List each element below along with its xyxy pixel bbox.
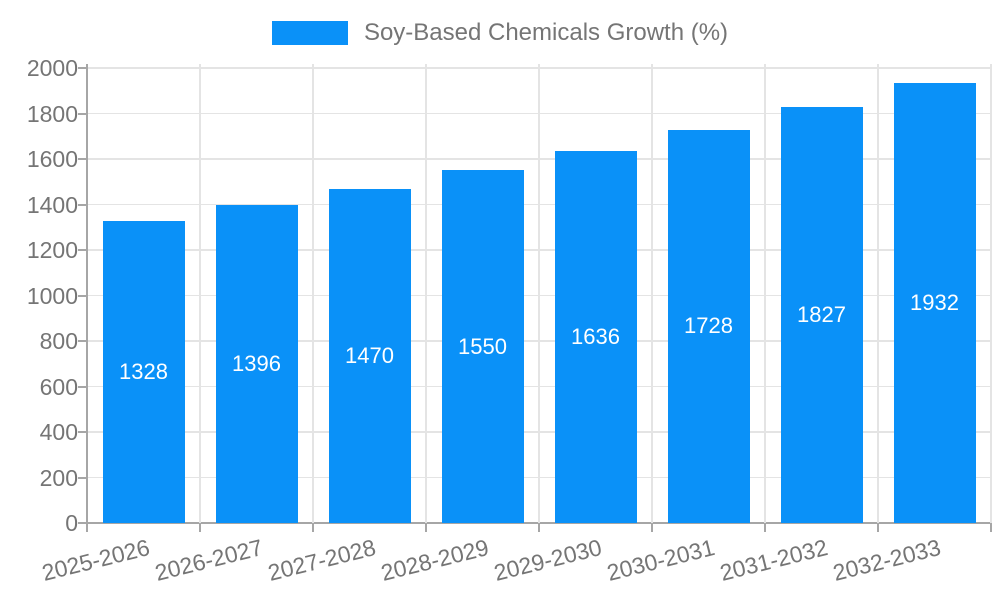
- bar: [215, 205, 298, 523]
- y-axis-label: 0: [65, 510, 78, 536]
- x-tick: [538, 523, 540, 532]
- v-gridline: [538, 64, 540, 523]
- bar-value-label: 1932: [910, 290, 959, 316]
- x-tick: [764, 523, 766, 532]
- bar-value-label: 1827: [797, 302, 846, 328]
- y-tick: [78, 158, 87, 160]
- x-tick: [199, 523, 201, 532]
- bar-value-label: 1328: [119, 358, 168, 384]
- x-tick: [425, 523, 427, 532]
- bar-value-label: 1396: [232, 351, 281, 377]
- x-tick: [312, 523, 314, 532]
- y-tick: [78, 522, 87, 524]
- bar: [780, 107, 863, 523]
- legend[interactable]: Soy-Based Chemicals Growth (%): [0, 20, 1000, 46]
- y-tick: [78, 340, 87, 342]
- y-tick: [78, 112, 87, 115]
- y-axis-label: 1400: [26, 191, 78, 218]
- x-tick: [877, 523, 879, 532]
- v-gridline: [312, 64, 314, 523]
- y-tick: [78, 385, 87, 388]
- bar-value-label: 1728: [684, 313, 733, 339]
- bar: [102, 220, 185, 523]
- bar-value-label: 1550: [458, 333, 507, 359]
- y-axis-label: 1800: [26, 100, 78, 127]
- y-tick: [78, 249, 87, 251]
- bar: [328, 188, 411, 523]
- x-tick: [86, 523, 88, 532]
- y-tick: [78, 67, 87, 69]
- y-axis-line: [86, 64, 88, 523]
- y-tick: [78, 431, 87, 433]
- y-axis-label: 1200: [26, 237, 78, 263]
- bar: [554, 150, 637, 523]
- bar: [893, 83, 976, 523]
- v-gridline: [199, 64, 201, 523]
- y-tick: [78, 476, 87, 479]
- x-tick: [990, 523, 992, 532]
- y-tick: [78, 294, 87, 297]
- y-axis-label: 2000: [26, 55, 78, 81]
- y-axis-label: 200: [39, 464, 78, 491]
- y-axis-label: 800: [39, 328, 78, 354]
- y-axis-label: 400: [39, 419, 78, 445]
- v-gridline: [651, 64, 653, 523]
- v-gridline: [990, 64, 992, 523]
- legend-label: Soy-Based Chemicals Growth (%): [363, 19, 729, 46]
- y-axis-label: 1000: [26, 282, 78, 309]
- x-tick: [651, 523, 653, 532]
- legend-swatch: [271, 21, 348, 45]
- y-axis-label: 600: [39, 373, 78, 400]
- bar: [667, 129, 750, 523]
- bar-value-label: 1470: [345, 342, 394, 368]
- v-gridline: [877, 64, 879, 523]
- v-gridline: [764, 64, 766, 523]
- v-gridline: [425, 64, 427, 523]
- bar: [441, 170, 524, 523]
- y-axis-label: 1600: [26, 146, 78, 172]
- bar-value-label: 1636: [571, 323, 620, 349]
- y-tick: [78, 203, 87, 206]
